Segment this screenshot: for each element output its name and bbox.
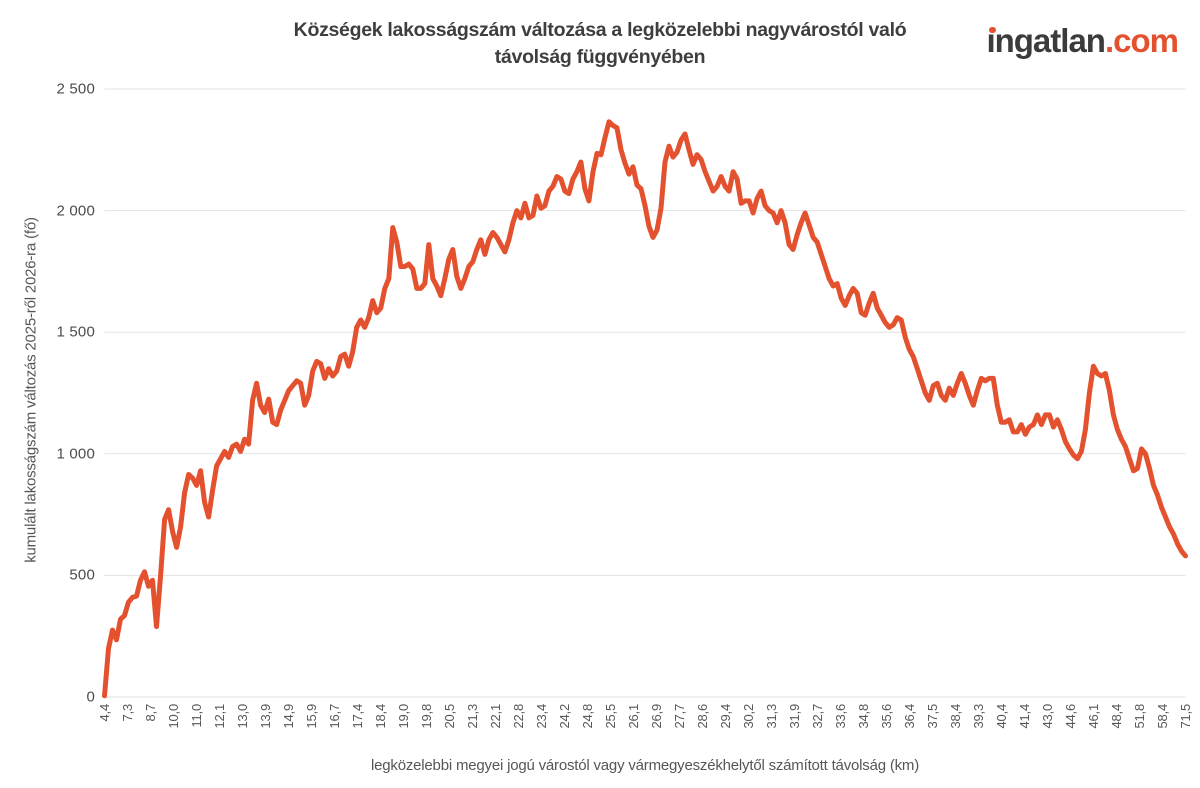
x-tick-label: 39,3 [971,704,986,729]
x-tick-label: 16,7 [327,704,342,729]
x-tick-label: 33,6 [833,704,848,729]
x-tick-label: 19,0 [396,704,411,729]
x-tick-label: 25,5 [603,704,618,729]
x-tick-label: 26,9 [649,704,664,729]
x-tick-label: 4,4 [97,704,112,721]
x-tick-label: 22,1 [488,704,503,729]
y-axis-tick-labels: 0 500 1 000 1 500 2 000 2 500 [0,0,97,788]
x-tick-label: 31,3 [764,704,779,729]
x-tick-label: 7,3 [120,704,135,721]
y-tick-label: 0 [86,688,95,706]
x-tick-label: 10,0 [166,704,181,729]
x-tick-label: 36,4 [902,704,917,729]
chart-title-line-1: Községek lakosságszám változása a legköz… [293,19,907,41]
x-tick-label: 17,4 [350,704,365,729]
y-tick-label: 1 500 [56,323,95,341]
x-tick-label: 18,4 [373,704,388,729]
x-tick-label: 30,2 [741,704,756,729]
logo-i-dot-icon [989,26,996,33]
y-tick-label: 1 000 [56,445,95,463]
x-tick-label: 27,7 [672,704,687,729]
x-tick-label: 29,4 [718,704,733,729]
x-tick-label: 20,5 [442,704,457,729]
x-tick-label: 28,6 [695,704,710,729]
ingatlan-logo[interactable]: ıngatlan.com [986,22,1179,59]
x-tick-label: 11,0 [189,704,204,728]
x-tick-label: 13,9 [258,704,273,729]
y-tick-label: 2 500 [56,80,95,98]
logo-main-text: ıngatlan [986,22,1106,59]
x-tick-label: 38,4 [948,704,963,729]
chart-title-line-2: távolság függvényében [494,46,706,68]
x-tick-label: 43,0 [1040,704,1055,729]
x-tick-label: 22,8 [511,704,526,729]
x-tick-label: 58,4 [1155,704,1170,729]
x-tick-label: 15,9 [304,704,319,729]
y-tick-label: 2 000 [56,202,95,220]
x-tick-label: 35,6 [879,704,894,729]
x-axis-tick-labels: 4,4 7,3 8,7 10,0 11,0 12,1 13,0 13,9 14,9 15,9 16,… [97,704,1193,729]
logo-com-text: .com [1104,22,1179,59]
x-tick-label: 31,9 [787,704,802,729]
x-tick-label: 44,6 [1063,704,1078,729]
x-tick-label: 46,1 [1086,704,1101,729]
x-tick-label: 19,8 [419,704,434,729]
x-tick-label: 13,0 [235,704,250,729]
x-tick-label: 14,9 [281,704,296,729]
x-tick-label: 26,1 [626,704,641,729]
x-tick-label: 41,4 [1017,704,1032,729]
x-tick-label: 24,2 [557,704,572,729]
x-axis-title: legközelebbi megyei jogú várostól vagy v… [370,757,920,774]
x-tick-label: 32,7 [810,704,825,729]
x-tick-label: 37,5 [925,704,940,729]
x-tick-label: 48,4 [1109,704,1124,729]
x-tick-label: 21,3 [465,704,480,729]
gridlines [104,88,1186,698]
logo-text-main: ıngatlan [986,22,1106,59]
x-tick-label: 71,5 [1178,704,1193,729]
y-tick-label: 500 [69,566,95,584]
x-tick-label: 24,8 [580,704,595,729]
series-line[interactable] [102,119,1188,699]
chart-title: Községek lakosságszám változása a legköz… [0,17,1200,71]
x-tick-label: 12,1 [212,704,227,729]
x-tick-label: 40,4 [994,704,1009,729]
x-tick-label: 23,4 [534,704,549,729]
x-tick-label: 8,7 [143,704,158,721]
x-tick-label: 51,8 [1132,704,1147,729]
x-tick-label: 34,8 [856,704,871,729]
